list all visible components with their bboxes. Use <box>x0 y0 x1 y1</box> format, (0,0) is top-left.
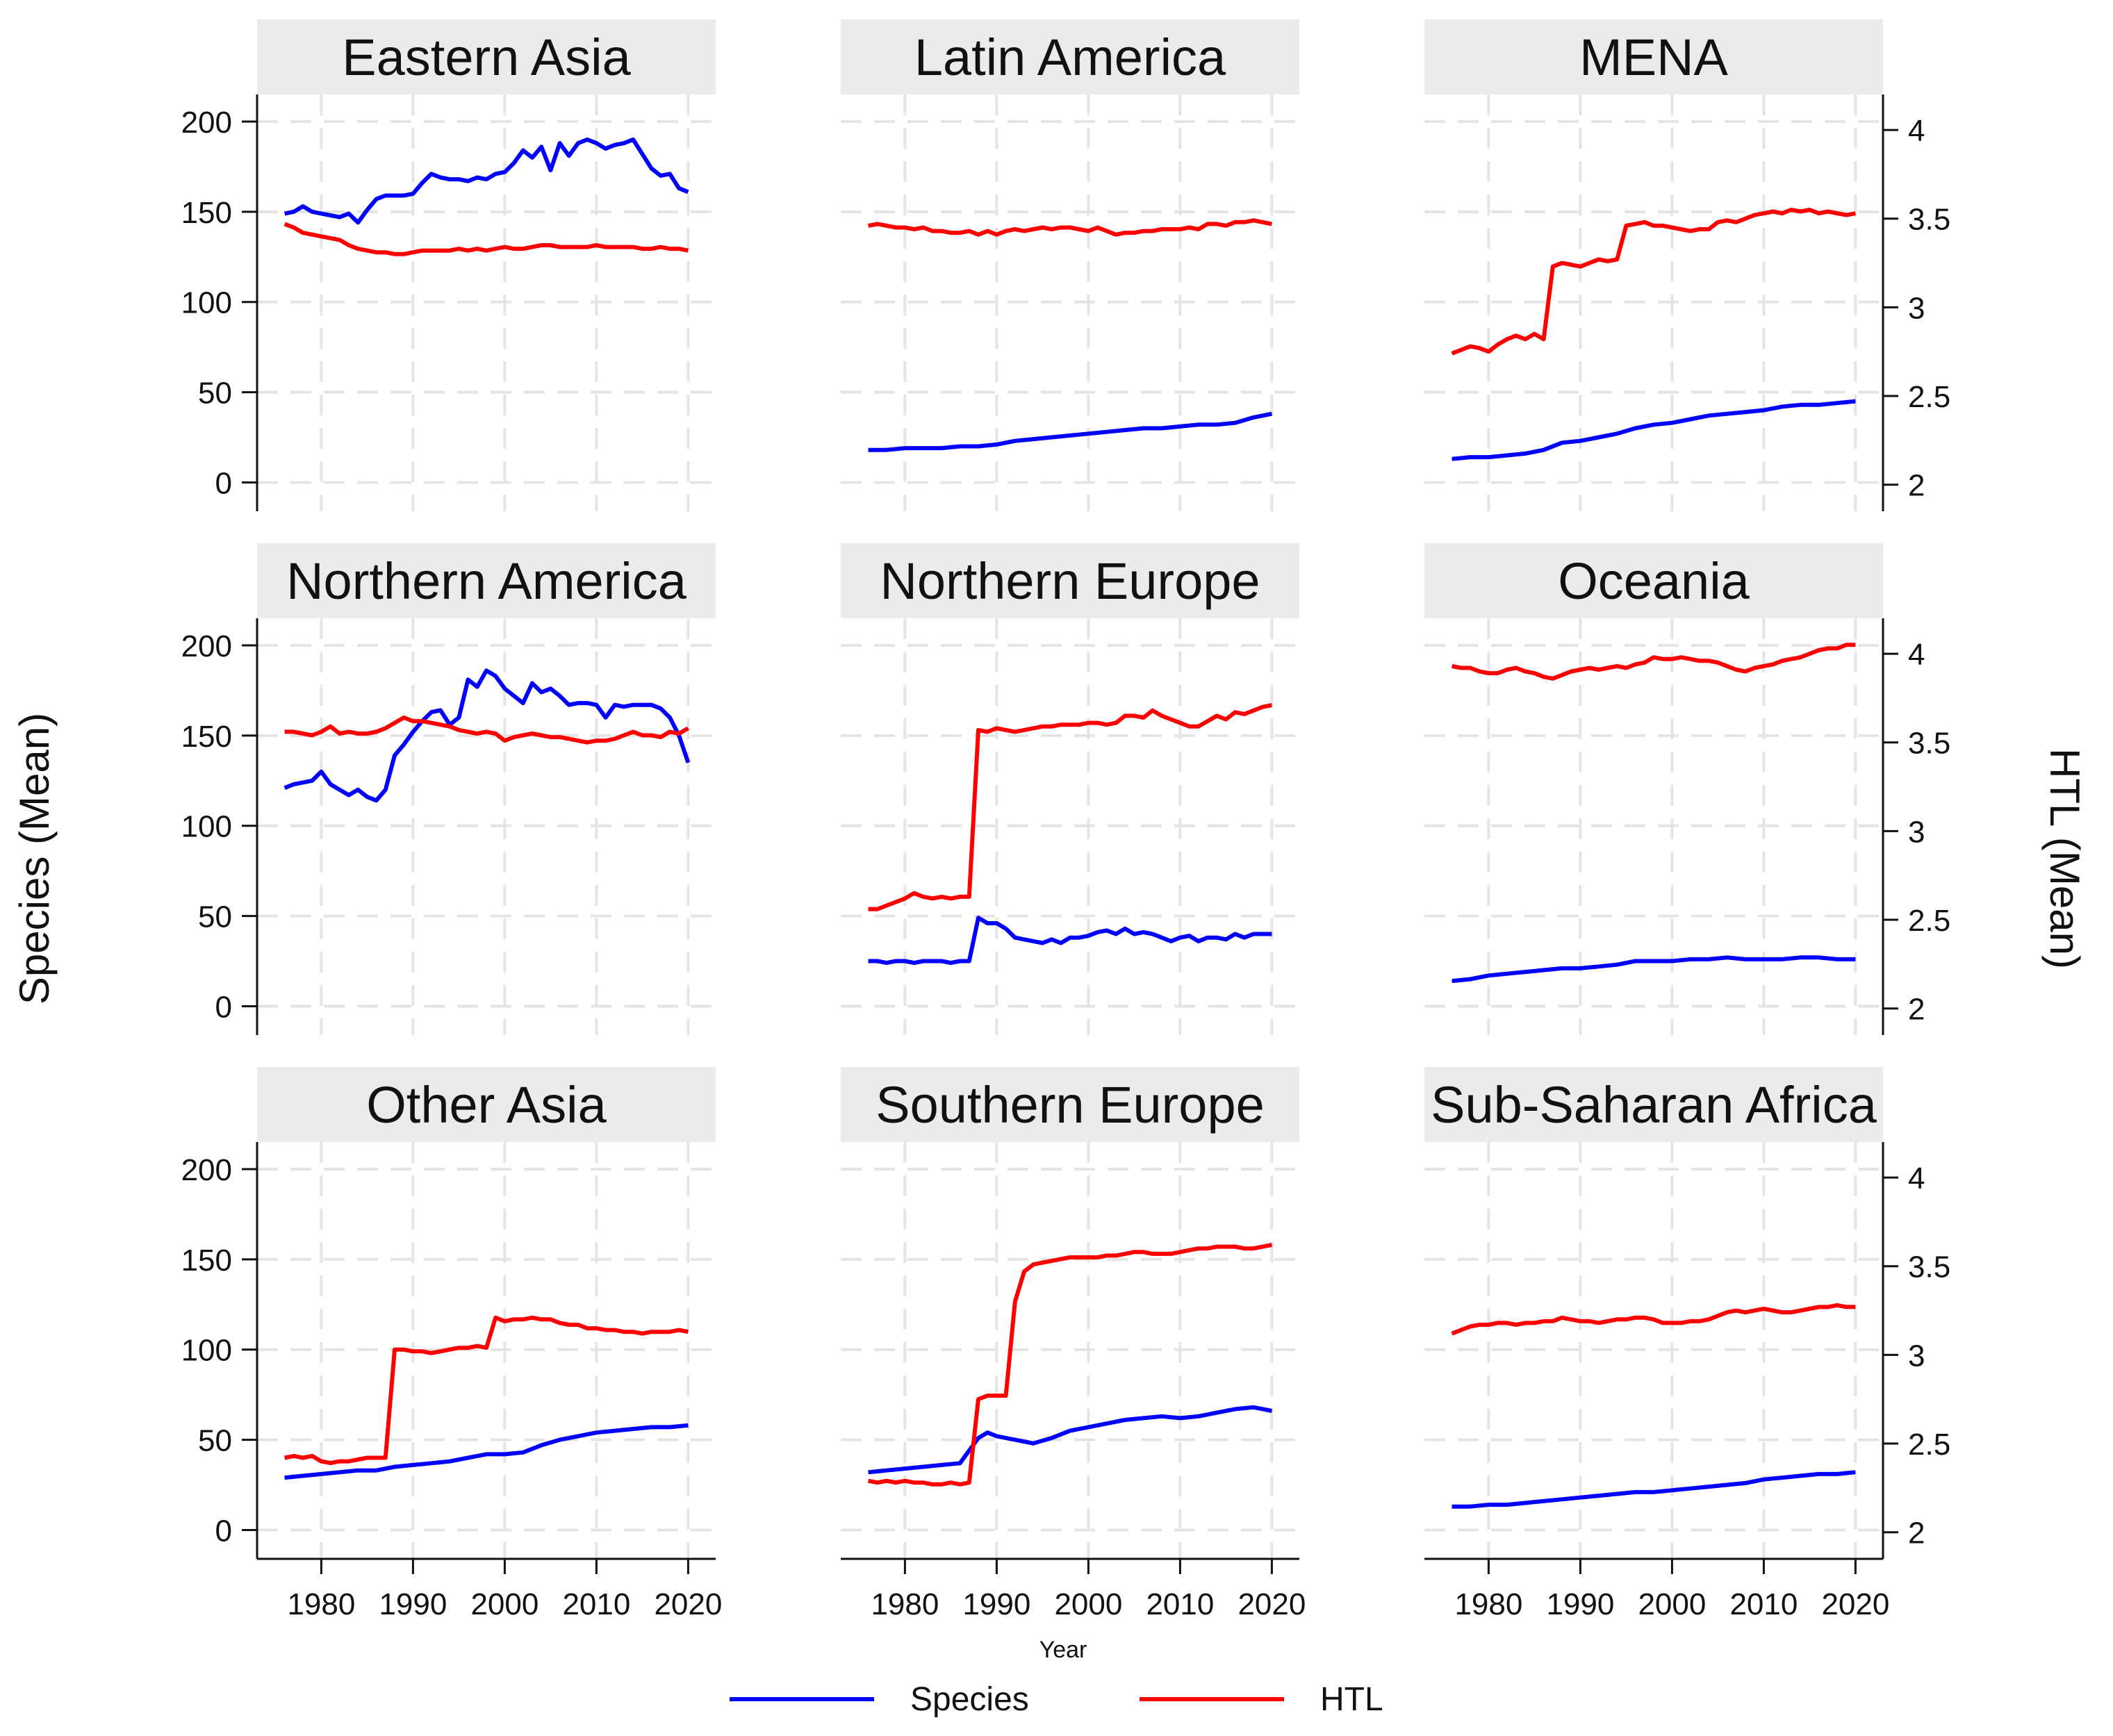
y-tick-label: 0 <box>215 990 232 1024</box>
y-right-tick-label: 3.5 <box>1908 203 1950 237</box>
y-right-tick-label: 2.5 <box>1908 380 1950 414</box>
y-axis-left-title: Species (Mean) <box>11 713 58 1005</box>
htl-line <box>284 716 689 745</box>
panel-title: Eastern Asia <box>342 28 631 86</box>
y-right-tick-label: 3 <box>1908 1339 1925 1373</box>
x-tick-label: 1980 <box>1454 1587 1522 1621</box>
panel-strip <box>841 543 1299 618</box>
y-right-tick-label: 3 <box>1908 815 1925 849</box>
panel: Other Asia 0 50 100 150 200 1980 1990 2000 2010 20… <box>181 1067 722 1621</box>
y-right-tick-label: 2 <box>1908 1516 1925 1551</box>
panel: Southern Europe 1980 1990 2000 2010 2020 <box>841 1067 1306 1621</box>
htl-line <box>868 218 1272 237</box>
x-tick-label: 1980 <box>871 1587 939 1621</box>
y-tick-label: 150 <box>181 1243 232 1278</box>
y-right-tick-label: 3.5 <box>1908 727 1950 761</box>
species-line <box>868 411 1272 452</box>
panel: Northern America 0 50 100 150 200 <box>181 543 716 1035</box>
panel-title: Latin America <box>914 28 1226 86</box>
y-tick-label: 50 <box>198 900 232 934</box>
htl-line <box>1451 1303 1856 1336</box>
panel-title: Northern Europe <box>880 552 1260 610</box>
panel: Eastern Asia 0 50 100 150 200 <box>181 19 716 511</box>
y-axis-right-title: HTL (Mean) <box>2041 748 2088 969</box>
species-line <box>1452 955 1856 984</box>
species-line <box>1452 399 1856 461</box>
species-line <box>283 668 691 803</box>
panel-strip <box>1424 1067 1883 1142</box>
y-right-tick-label: 2 <box>1908 469 1925 503</box>
panel: Northern Europe <box>841 543 1299 1035</box>
htl-line <box>1452 643 1856 681</box>
panel: MENA 2 2.5 3 3.5 4 <box>1424 19 1950 511</box>
panel-strip <box>1424 19 1883 94</box>
x-tick-label: 2000 <box>1638 1587 1706 1621</box>
x-tick-label: 2020 <box>1238 1587 1306 1621</box>
panel-title: Southern Europe <box>875 1076 1265 1134</box>
species-line <box>1452 1470 1856 1509</box>
legend-label: HTL <box>1320 1681 1383 1718</box>
x-tick-label: 2010 <box>1729 1587 1798 1621</box>
y-right-tick-label: 4 <box>1908 114 1925 148</box>
y-right-tick-label: 2.5 <box>1908 904 1950 938</box>
x-tick-label: 1980 <box>287 1587 355 1621</box>
y-tick-label: 100 <box>181 286 232 320</box>
x-tick-label: 1990 <box>1546 1587 1614 1621</box>
species-line <box>284 137 689 225</box>
y-tick-label: 50 <box>198 377 232 411</box>
y-right-tick-label: 4 <box>1908 638 1925 672</box>
panel-strip <box>257 543 716 618</box>
panel-strip <box>841 1067 1299 1142</box>
x-tick-label: 2010 <box>562 1587 630 1621</box>
panel-title: Other Asia <box>366 1076 607 1134</box>
panel-title: Oceania <box>1558 552 1750 610</box>
htl-line <box>868 703 1272 911</box>
y-tick-label: 150 <box>181 720 232 754</box>
legend-label: Species <box>910 1681 1029 1718</box>
species-line <box>868 1405 1272 1475</box>
y-tick-label: 100 <box>181 810 232 844</box>
y-right-tick-label: 4 <box>1908 1162 1925 1196</box>
panel-title: MENA <box>1579 28 1728 86</box>
x-tick-label: 2010 <box>1146 1587 1214 1621</box>
htl-line <box>1451 208 1856 356</box>
x-tick-label: 2000 <box>470 1587 538 1621</box>
panel-strip <box>1424 543 1883 618</box>
y-right-tick-label: 3 <box>1908 291 1925 325</box>
legend: Species HTL <box>730 1681 1383 1718</box>
htl-line <box>283 222 689 256</box>
y-tick-label: 150 <box>181 196 232 230</box>
htl-line <box>868 1243 1272 1487</box>
x-tick-label: 2020 <box>1821 1587 1889 1621</box>
y-right-tick-label: 2 <box>1908 993 1925 1027</box>
y-tick-label: 50 <box>198 1424 232 1458</box>
y-tick-label: 0 <box>215 466 232 500</box>
x-tick-label: 1990 <box>962 1587 1030 1621</box>
species-line <box>284 1423 689 1480</box>
panel-strip <box>257 19 716 94</box>
y-tick-label: 0 <box>215 1514 232 1548</box>
panel-strip <box>841 19 1299 94</box>
x-axis-title: Year <box>1039 1637 1087 1663</box>
x-tick-label: 2020 <box>654 1587 722 1621</box>
panel-strip <box>257 1067 716 1142</box>
x-tick-label: 2000 <box>1054 1587 1122 1621</box>
y-tick-label: 200 <box>181 1153 232 1187</box>
y-tick-label: 200 <box>181 629 232 663</box>
panel-title: Sub-Saharan Africa <box>1431 1076 1877 1134</box>
panel: Latin America <box>841 19 1299 511</box>
y-tick-label: 100 <box>181 1334 232 1368</box>
panel: Sub-Saharan Africa 2 2.5 3 3.5 4 1980 1990 2000 2… <box>1424 1067 1950 1621</box>
y-right-tick-label: 3.5 <box>1908 1250 1950 1284</box>
panel-title: Northern America <box>286 552 687 610</box>
htl-line <box>284 1315 689 1466</box>
panel: Oceania 2 2.5 3 3.5 4 <box>1424 543 1950 1035</box>
y-right-tick-label: 2.5 <box>1908 1428 1950 1462</box>
y-tick-label: 200 <box>181 106 232 140</box>
x-tick-label: 1990 <box>379 1587 447 1621</box>
species-line <box>868 916 1272 966</box>
